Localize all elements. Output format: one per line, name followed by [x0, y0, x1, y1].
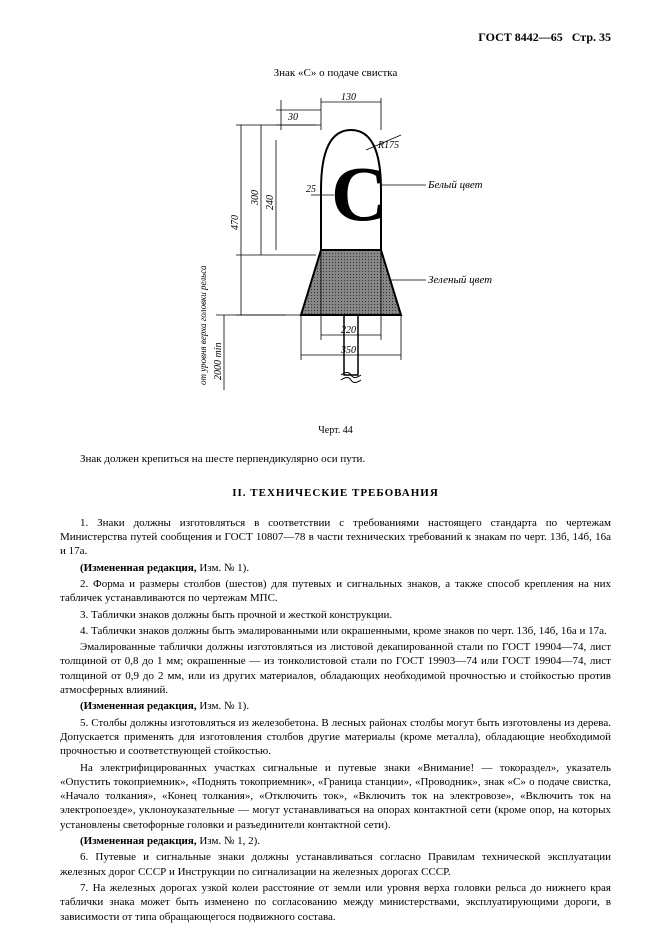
- para-4b: Эмалированные таблички должны изготовлят…: [60, 640, 611, 697]
- dim-130: 130: [341, 92, 356, 103]
- label-white: Белый цвет: [427, 179, 483, 191]
- label-green: Зеленый цвет: [428, 274, 492, 286]
- para-5: 5. Столбы должны изготовляться из железо…: [60, 716, 611, 759]
- dim-470: 470: [230, 215, 241, 230]
- dim-350: 350: [340, 345, 356, 356]
- para-6: 6. Путевые и сигнальные знаки должны уст…: [60, 850, 611, 879]
- para-3: 3. Таблички знаков должны быть прочной и…: [60, 608, 611, 622]
- figure-number: Черт. 44: [60, 424, 611, 437]
- para-5-note-bold: (Измененная редакция,: [80, 835, 197, 847]
- sign-diagram: 30 130 470 300 240 2000 min от уровня ве…: [166, 90, 506, 410]
- para-7: 7. На железных дорогах узкой колеи расст…: [60, 881, 611, 924]
- para-5-note: (Измененная редакция, Изм. № 1, 2).: [60, 834, 611, 848]
- para-4-note: (Измененная редакция, Изм. № 1).: [60, 699, 611, 713]
- dim-ground: 2000 min: [213, 342, 224, 380]
- section-title: II. ТЕХНИЧЕСКИЕ ТРЕБОВАНИЯ: [60, 486, 611, 500]
- dim-25: 25: [306, 184, 316, 195]
- para-5-note-end: Изм. № 1, 2).: [197, 835, 261, 847]
- page-number: Стр. 35: [572, 30, 611, 44]
- dim-220: 220: [341, 325, 356, 336]
- letter-c: С: [331, 150, 387, 237]
- para-1-note-bold: (Измененная редакция,: [80, 562, 197, 574]
- figure-caption: Знак «С» о подаче свистка: [60, 66, 611, 80]
- page-header: ГОСТ 8442—65 Стр. 35: [60, 30, 611, 46]
- para-1: 1. Знаки должны изготовляться в соответс…: [60, 516, 611, 559]
- figure-container: 30 130 470 300 240 2000 min от уровня ве…: [60, 90, 611, 414]
- figure-note: Знак должен крепиться на шесте перпендик…: [60, 452, 611, 466]
- para-4: 4. Таблички знаков должны быть эмалирова…: [60, 624, 611, 638]
- para-1-note: (Измененная редакция, Изм. № 1).: [60, 561, 611, 575]
- ground-label: от уровня верха головки рельса: [198, 265, 208, 385]
- para-1-note-end: Изм. № 1).: [197, 562, 250, 574]
- para-2: 2. Форма и размеры столбов (шестов) для …: [60, 577, 611, 606]
- para-5b: На электрифицированных участках сигнальн…: [60, 761, 611, 832]
- dim-30: 30: [287, 112, 298, 123]
- dim-300: 300: [250, 190, 261, 206]
- para-4-note-end: Изм. № 1).: [197, 700, 250, 712]
- standard-code: ГОСТ 8442—65: [478, 30, 563, 44]
- para-4-note-bold: (Измененная редакция,: [80, 700, 197, 712]
- dim-240: 240: [265, 195, 276, 210]
- dim-radius: R175: [377, 140, 399, 151]
